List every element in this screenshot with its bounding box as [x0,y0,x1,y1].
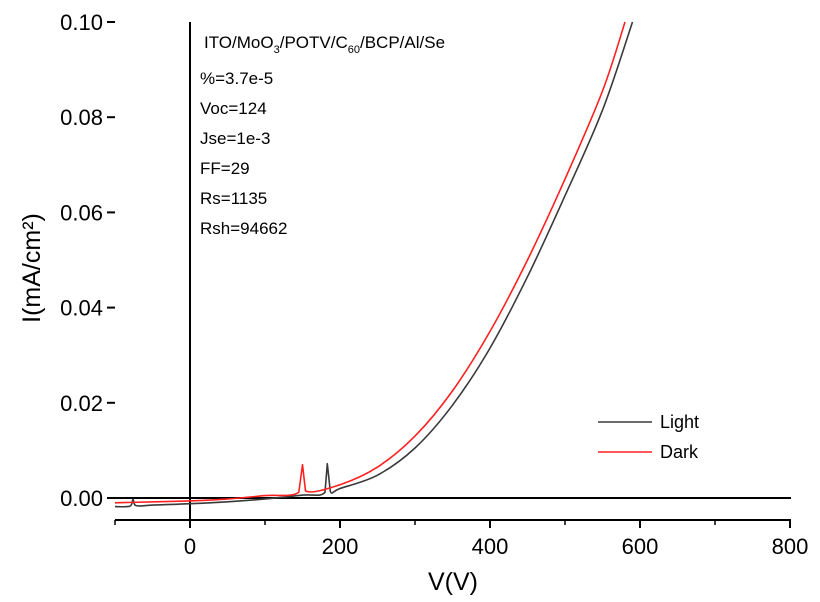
ticks-group: 0 200 400 600 800 0.00 0.02 0.04 0.06 0.08 0.10 [60,10,808,559]
x-tick-label: 0 [184,534,196,559]
legend-label-light: Light [660,412,699,432]
axes-group [115,22,791,521]
annotation-line: FF=29 [200,159,250,178]
annotation-line: Voc=124 [200,99,267,118]
annotation-line: Rs=1135 [200,189,267,208]
device-structure-label: ITO/MoO3/POTV/C60/BCP/Al/Se [204,33,445,56]
legend-label-dark: Dark [660,442,699,462]
y-tick-label: 0.10 [60,10,103,35]
x-tick-label: 200 [322,534,359,559]
annotation-line: %=3.7e-5 [200,69,273,88]
x-axis-title: V(V) [428,568,478,596]
y-axis-title: I(mA/cm²) [18,213,46,323]
x-tick-label: 600 [622,534,659,559]
annotation-line: Jse=1e-3 [200,129,270,148]
annotation-block: ITO/MoO3/POTV/C60/BCP/Al/Se %=3.7e-5 Voc… [200,33,445,238]
series-line-light [114,21,634,508]
y-tick-label: 0.02 [60,391,103,416]
series-group [114,21,634,508]
annotation-line: Rsh=94662 [200,219,287,238]
y-tick-label: 0.06 [60,200,103,225]
legend: Light Dark [598,412,699,462]
y-tick-label: 0.08 [60,105,103,130]
y-tick-label: 0.04 [60,296,103,321]
series-line-dark [114,21,626,504]
x-tick-label: 800 [772,534,809,559]
x-tick-label: 400 [472,534,509,559]
y-tick-label: 0.00 [60,486,103,511]
